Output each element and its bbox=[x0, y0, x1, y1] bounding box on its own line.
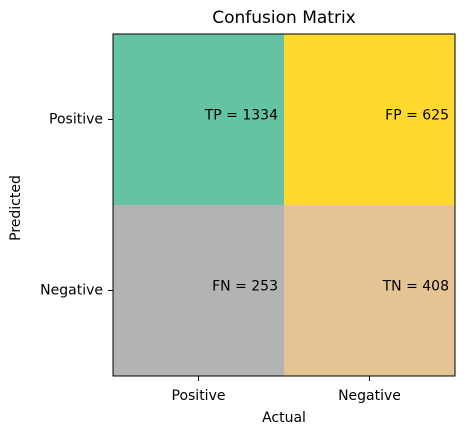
x-axis-label: Actual bbox=[262, 410, 306, 426]
cell-label: FN = 253 bbox=[212, 279, 278, 295]
chart-title: Confusion Matrix bbox=[212, 8, 356, 28]
y-axis-label: Predicted bbox=[8, 175, 24, 241]
cell bbox=[284, 34, 455, 205]
cell-label: FP = 625 bbox=[385, 108, 449, 124]
y-tick-label: Positive bbox=[49, 112, 103, 128]
cell bbox=[113, 205, 284, 376]
y-tick-label: Negative bbox=[40, 283, 103, 299]
cell-label: TP = 1334 bbox=[204, 108, 278, 124]
x-tick-label: Positive bbox=[172, 388, 226, 404]
cell bbox=[113, 34, 284, 205]
plot-frame bbox=[112, 33, 456, 377]
x-tick-label: Negative bbox=[338, 388, 401, 404]
cell-label: TN = 408 bbox=[382, 279, 449, 295]
cell bbox=[284, 205, 455, 376]
